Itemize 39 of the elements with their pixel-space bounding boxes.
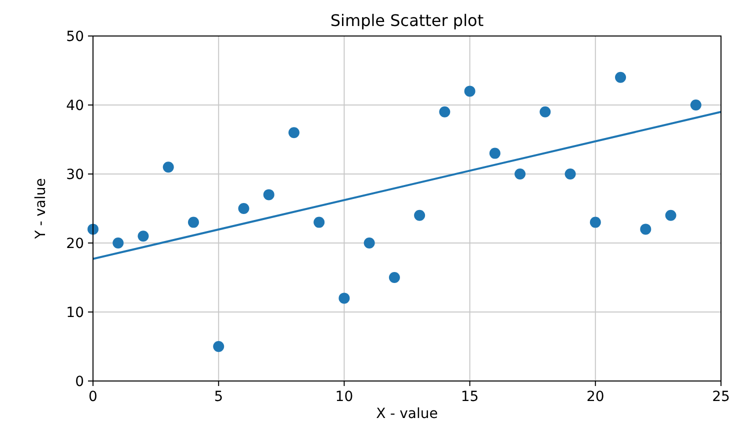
point bbox=[690, 100, 702, 110]
point bbox=[640, 224, 652, 235]
y-tick-label: 30 bbox=[66, 167, 84, 183]
point bbox=[213, 341, 224, 352]
x-tick-label: 25 bbox=[712, 389, 730, 405]
point bbox=[138, 230, 149, 242]
y-tick-label: 10 bbox=[66, 305, 84, 321]
point bbox=[238, 203, 250, 214]
y-tick-label: 50 bbox=[66, 29, 84, 45]
point bbox=[439, 106, 450, 118]
point bbox=[540, 106, 551, 118]
point bbox=[665, 210, 676, 221]
point bbox=[615, 72, 626, 83]
x-tick-label: 5 bbox=[214, 389, 224, 405]
point bbox=[314, 216, 325, 228]
point bbox=[514, 168, 526, 180]
point bbox=[338, 292, 350, 304]
x-tick-label: 20 bbox=[586, 389, 604, 405]
point bbox=[388, 272, 400, 283]
point bbox=[590, 216, 601, 228]
x-axis-title: X - value bbox=[376, 406, 438, 422]
point bbox=[414, 210, 426, 221]
point bbox=[564, 168, 576, 180]
y-axis-title: Y - value bbox=[33, 178, 49, 240]
x-tick-label: 10 bbox=[335, 389, 354, 405]
point bbox=[162, 162, 174, 173]
chart-title: Simple Scatter plot bbox=[330, 11, 484, 30]
point bbox=[263, 189, 274, 200]
point bbox=[364, 238, 375, 248]
point bbox=[288, 127, 300, 138]
y-tick-label: 0 bbox=[75, 374, 84, 390]
point bbox=[489, 148, 500, 159]
x-tick-label: 15 bbox=[460, 389, 479, 405]
point bbox=[188, 216, 199, 228]
point bbox=[112, 238, 124, 248]
x-tick-label: 0 bbox=[88, 389, 98, 405]
point bbox=[464, 86, 476, 97]
y-tick-label: 20 bbox=[66, 236, 84, 252]
y-tick-label: 40 bbox=[66, 98, 84, 114]
